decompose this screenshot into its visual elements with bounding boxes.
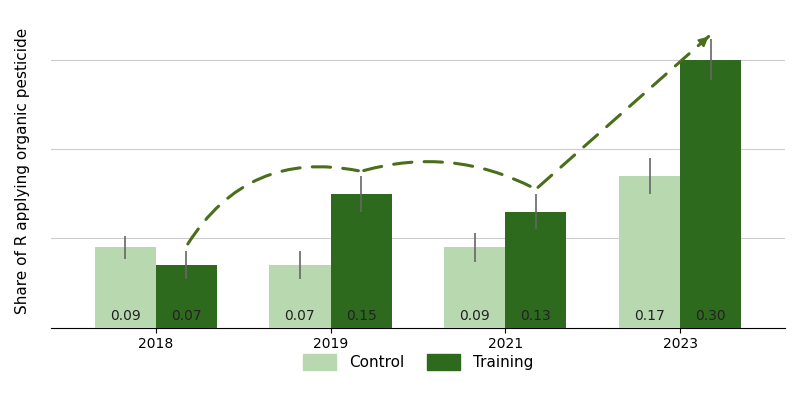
Text: 0.09: 0.09 <box>110 309 141 323</box>
Bar <box>680 60 742 328</box>
Bar <box>506 212 566 328</box>
Bar <box>330 194 392 328</box>
Text: 0.07: 0.07 <box>171 309 202 323</box>
Text: 0.07: 0.07 <box>285 309 315 323</box>
Bar <box>94 247 156 328</box>
Text: 0.09: 0.09 <box>459 309 490 323</box>
Bar <box>156 265 217 328</box>
Bar <box>619 176 680 328</box>
Text: 0.30: 0.30 <box>695 309 726 323</box>
Legend: Control, Training: Control, Training <box>297 348 539 376</box>
Text: 0.13: 0.13 <box>521 309 551 323</box>
Text: 0.15: 0.15 <box>346 309 377 323</box>
Text: 0.17: 0.17 <box>634 309 665 323</box>
Bar <box>270 265 330 328</box>
Y-axis label: Share of R applying organic pesticide: Share of R applying organic pesticide <box>15 28 30 314</box>
Bar <box>444 247 506 328</box>
